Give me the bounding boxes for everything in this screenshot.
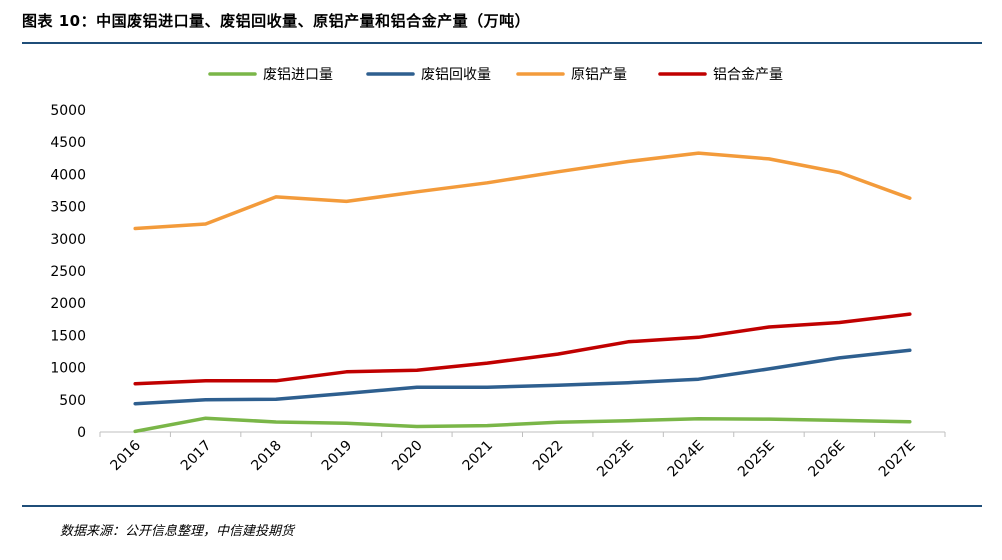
- x-tick-label: 2019: [319, 438, 356, 475]
- series-line-原铝产量: [133, 151, 912, 231]
- legend: 废铝进口量 废铝回收量 原铝产量 铝合金产量: [208, 67, 783, 83]
- legend-label: 铝合金产量: [713, 67, 783, 83]
- y-tick-label: 1000: [50, 361, 86, 377]
- figure-title: 图表 10：中国废铝进口量、废铝回收量、原铝产量和铝合金产量（万吨）: [22, 12, 531, 30]
- series-line-铝合金产量: [133, 312, 912, 386]
- legend-item: 废铝进口量: [208, 67, 333, 83]
- x-tick-label: 2023E: [594, 438, 637, 481]
- title-rule: [22, 42, 982, 44]
- x-tick-label: 2024E: [665, 438, 708, 481]
- legend-item: 铝合金产量: [658, 67, 783, 83]
- line-chart: 废铝进口量 废铝回收量 原铝产量 铝合金产量 0 500 1000 1500 2000 2500…: [50, 67, 946, 481]
- legend-label: 废铝进口量: [263, 67, 333, 83]
- x-tick-label: 2026E: [805, 438, 848, 481]
- legend-item: 原铝产量: [516, 67, 627, 83]
- x-tick-label: 2025E: [735, 438, 778, 481]
- source-note: 数据来源：公开信息整理，中信建投期货: [60, 524, 295, 539]
- series-line-废铝回收量: [133, 348, 912, 406]
- legend-label: 原铝产量: [571, 67, 627, 83]
- y-tick-label: 2000: [50, 296, 86, 312]
- y-tick-label: 3500: [50, 200, 86, 216]
- x-tick-label: 2018: [248, 438, 285, 475]
- bottom-rule: [22, 505, 982, 507]
- y-tick-label: 2500: [50, 264, 86, 280]
- x-tick-label: 2027E: [876, 438, 919, 481]
- y-axis: 0 500 1000 1500 2000 2500 3000 3500 4000 4500 5000: [50, 103, 86, 441]
- y-tick-label: 1500: [50, 328, 86, 344]
- y-tick-label: 5000: [50, 103, 86, 119]
- series-line-废铝进口量: [133, 416, 912, 434]
- x-tick-label: 2017: [178, 438, 215, 475]
- y-tick-label: 500: [59, 393, 86, 409]
- y-tick-label: 4000: [50, 167, 86, 183]
- x-tick-label: 2020: [389, 438, 426, 475]
- y-tick-label: 3000: [50, 232, 86, 248]
- x-axis: 2016 2017 2018 2019 2020 2021 2022 2023E 2024E 20…: [99, 431, 946, 481]
- legend-item: 废铝回收量: [366, 67, 491, 83]
- x-tick-label: 2022: [530, 438, 567, 475]
- series-lines: [133, 151, 912, 434]
- legend-label: 废铝回收量: [421, 67, 491, 83]
- y-tick-label: 0: [77, 425, 86, 441]
- y-tick-label: 4500: [50, 135, 86, 151]
- x-tick-label: 2021: [460, 438, 497, 475]
- x-tick-label: 2016: [108, 437, 145, 474]
